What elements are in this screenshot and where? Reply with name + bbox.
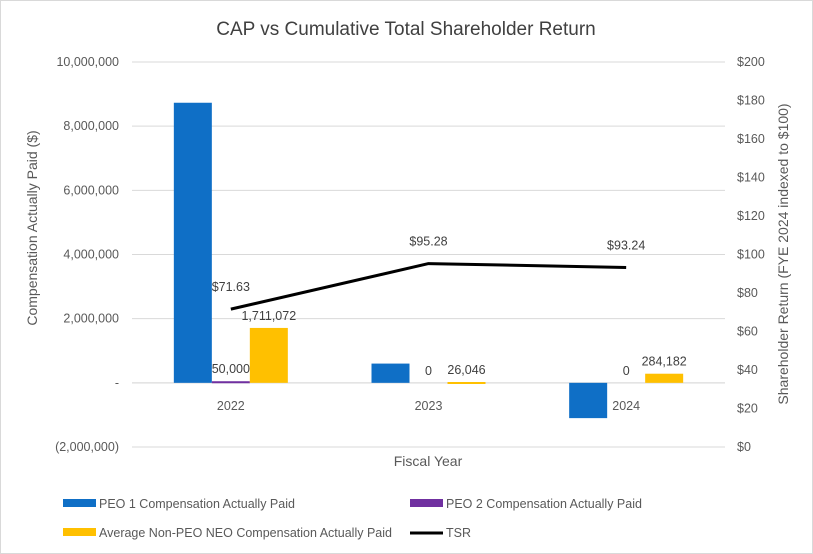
average-non-peo-neo-compensation-actually-paid-data-label: 284,182 <box>642 355 687 369</box>
legend-swatch-average-non-peo-neo-compensation-actually-paid <box>63 528 96 536</box>
average-non-peo-neo-compensation-actually-paid-data-label: 1,711,072 <box>241 309 296 323</box>
legend-swatch-peo-2-compensation-actually-paid <box>410 499 443 507</box>
legend-label-tsr: TSR <box>446 526 471 540</box>
peo-2-compensation-actually-paid-data-label: 0 <box>623 364 630 378</box>
y2-tick-label: $180 <box>737 94 765 108</box>
y2-tick-label: $40 <box>737 363 758 377</box>
peo-2-compensation-actually-paid-bar-2022 <box>211 381 250 384</box>
legend: PEO 1 Compensation Actually Paid PEO 2 Co… <box>63 497 642 540</box>
peo-1-compensation-actually-paid-bar-2023 <box>371 363 410 383</box>
legend-label-average-non-peo-neo-compensation-actually-paid: Average Non-PEO NEO Compensation Actuall… <box>99 526 392 540</box>
y-axis-title: Compensation Actually Paid ($) <box>24 130 40 325</box>
peo-1-compensation-actually-paid-bar-2022 <box>173 102 212 383</box>
peo-2-compensation-actually-paid-data-label: 0 <box>425 364 432 378</box>
tsr-data-label: $95.28 <box>409 235 447 249</box>
tsr-data-label: $71.63 <box>212 280 250 294</box>
y-tick-label: 6,000,000 <box>63 183 119 197</box>
y-tick-label: 8,000,000 <box>63 119 119 133</box>
y2-tick-label: $120 <box>737 209 765 223</box>
y2-tick-label: $140 <box>737 171 765 185</box>
y2-tick-label: $20 <box>737 402 758 416</box>
y-tick-label: - <box>115 376 119 390</box>
x-tick-label: 2024 <box>612 399 640 413</box>
x-tick-label: 2023 <box>415 399 443 413</box>
tsr-data-label: $93.24 <box>607 239 645 253</box>
y2-tick-label: $160 <box>737 132 765 146</box>
average-non-peo-neo-compensation-actually-paid-bar-2023 <box>447 381 486 384</box>
y2-axis-title: Shareholder Return (FYE 2024 indexed to … <box>775 103 791 404</box>
peo-1-compensation-actually-paid-bar-2024 <box>569 382 608 419</box>
y-tick-label: 10,000,000 <box>56 55 119 69</box>
y-tick-label: (2,000,000) <box>55 440 119 454</box>
x-axis-title: Fiscal Year <box>394 453 463 469</box>
legend-label-peo-1-compensation-actually-paid: PEO 1 Compensation Actually Paid <box>99 497 295 511</box>
y-tick-label: 2,000,000 <box>63 312 119 326</box>
y-tick-label: 4,000,000 <box>63 248 119 262</box>
chart-title: CAP vs Cumulative Total Shareholder Retu… <box>216 19 596 40</box>
x-tick-label: 2022 <box>217 399 245 413</box>
tsr-line <box>230 262 627 311</box>
y2-tick-label: $100 <box>737 248 765 262</box>
y2-tick-label: $0 <box>737 440 751 454</box>
average-non-peo-neo-compensation-actually-paid-bar-2024 <box>645 373 684 383</box>
legend-label-peo-2-compensation-actually-paid: PEO 2 Compensation Actually Paid <box>446 497 642 511</box>
average-non-peo-neo-compensation-actually-paid-bar-2022 <box>249 327 288 383</box>
y2-tick-label: $200 <box>737 55 765 69</box>
average-non-peo-neo-compensation-actually-paid-data-label: 26,046 <box>447 363 485 377</box>
legend-swatch-peo-1-compensation-actually-paid <box>63 499 96 507</box>
plot-layer: (2,000,000) - 2,000,000 4,000,000 6,000,000 8… <box>55 55 765 454</box>
peo-2-compensation-actually-paid-data-label: 50,000 <box>212 362 250 376</box>
y2-tick-label: $80 <box>737 286 758 300</box>
y2-tick-label: $60 <box>737 325 758 339</box>
